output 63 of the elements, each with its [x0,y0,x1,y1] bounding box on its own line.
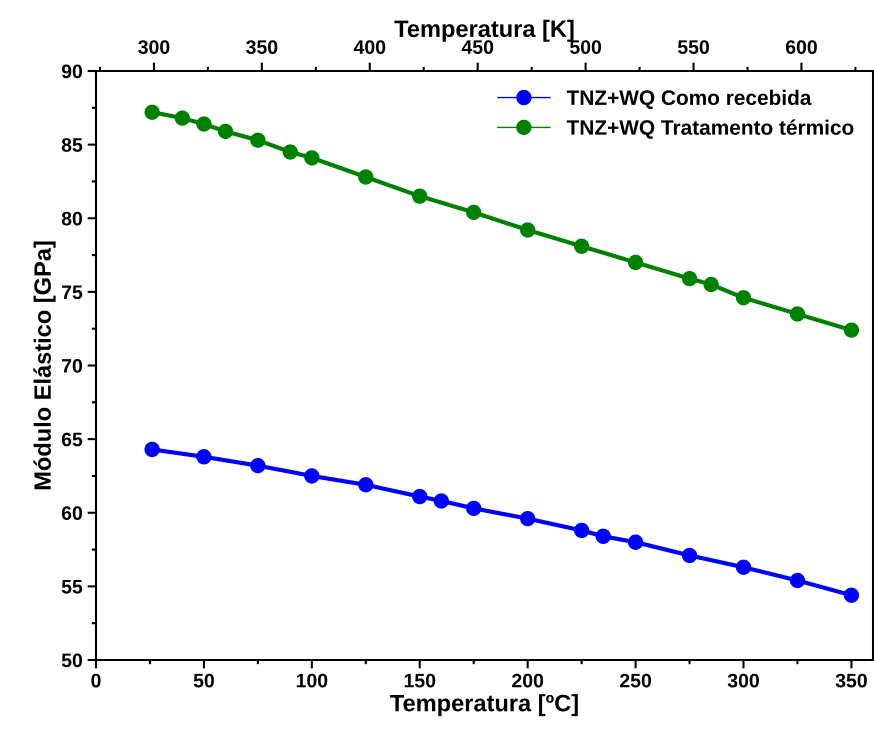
point [304,468,320,484]
y-tick-label: 90 [62,64,82,78]
point [282,144,298,160]
x2-axis-title: Temperatura [K] [394,20,574,42]
point [844,322,860,338]
x-tick-label: 200 [512,674,544,688]
point [304,150,320,166]
y-tick-label: 55 [62,580,82,594]
point [250,132,266,148]
point [574,238,590,254]
point [144,104,160,120]
point [250,458,266,474]
y-tick-label: 75 [62,286,82,300]
x-tick-label: 150 [404,674,436,688]
x-axis-title: Temperatura [ºC] [390,694,578,716]
point [144,442,160,458]
legend-label: TNZ+WQ Tratamento térmico [566,119,854,139]
x-tick-label: 350 [836,674,867,688]
x-tick-label: 250 [620,674,652,688]
x-tick-label: 0 [91,674,101,688]
y-axis-title: Módulo Elástico [GPa] [33,242,56,490]
point [196,116,212,132]
point [682,270,698,286]
x2-tick-label: 600 [786,40,817,54]
point [790,572,806,588]
point [196,449,212,464]
point [703,276,719,292]
point [682,548,698,564]
point [174,110,190,126]
point [520,222,536,238]
point [736,560,752,575]
x2-tick-label: 350 [246,40,278,54]
point [358,477,374,492]
x2-tick-label: 450 [462,40,494,54]
y-tick-label: 60 [62,506,82,520]
x-tick-label: 300 [728,674,759,688]
legend-label: TNZ+WQ Como recebida [566,90,812,109]
y-tick-label: 50 [62,653,82,668]
y-tick-label: 80 [62,212,82,226]
point [574,522,590,538]
point [434,493,449,509]
y-tick-label: 70 [62,358,82,373]
point [412,488,428,504]
point [628,534,644,550]
y-tick-label: 85 [62,138,82,152]
point [596,528,611,544]
point [520,511,536,526]
point [628,254,644,270]
x2-tick-label: 550 [678,40,709,54]
point [790,306,806,322]
x-tick-label: 100 [296,674,328,688]
x2-tick-label: 400 [354,40,386,54]
x-tick-label: 50 [194,674,214,688]
point [736,290,752,306]
point [358,169,374,185]
point [466,204,482,220]
x2-tick-label: 500 [570,40,602,54]
point [412,188,428,204]
point [466,500,482,516]
x2-tick-label: 300 [138,40,170,54]
point [218,124,234,140]
y-tick-label: 65 [62,432,82,446]
point [844,588,860,603]
